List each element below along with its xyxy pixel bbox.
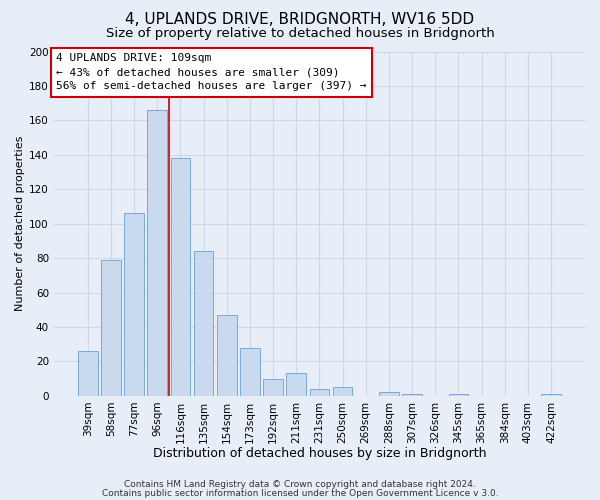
Bar xyxy=(379,392,399,396)
Bar xyxy=(194,251,214,396)
Text: 4 UPLANDS DRIVE: 109sqm
← 43% of detached houses are smaller (309)
56% of semi-d: 4 UPLANDS DRIVE: 109sqm ← 43% of detache… xyxy=(56,53,367,91)
Bar xyxy=(263,378,283,396)
Bar xyxy=(333,387,352,396)
Bar xyxy=(541,394,561,396)
Bar xyxy=(217,315,236,396)
Bar xyxy=(78,351,98,396)
Bar xyxy=(170,158,190,396)
Bar xyxy=(240,348,260,396)
Text: Contains HM Land Registry data © Crown copyright and database right 2024.: Contains HM Land Registry data © Crown c… xyxy=(124,480,476,489)
Bar xyxy=(148,110,167,396)
Bar xyxy=(449,394,468,396)
Text: Contains public sector information licensed under the Open Government Licence v : Contains public sector information licen… xyxy=(101,490,499,498)
Y-axis label: Number of detached properties: Number of detached properties xyxy=(15,136,25,312)
Text: Size of property relative to detached houses in Bridgnorth: Size of property relative to detached ho… xyxy=(106,28,494,40)
Bar xyxy=(286,374,306,396)
Bar xyxy=(402,394,422,396)
X-axis label: Distribution of detached houses by size in Bridgnorth: Distribution of detached houses by size … xyxy=(152,447,486,460)
Text: 4, UPLANDS DRIVE, BRIDGNORTH, WV16 5DD: 4, UPLANDS DRIVE, BRIDGNORTH, WV16 5DD xyxy=(125,12,475,28)
Bar xyxy=(101,260,121,396)
Bar xyxy=(124,214,144,396)
Bar xyxy=(310,389,329,396)
